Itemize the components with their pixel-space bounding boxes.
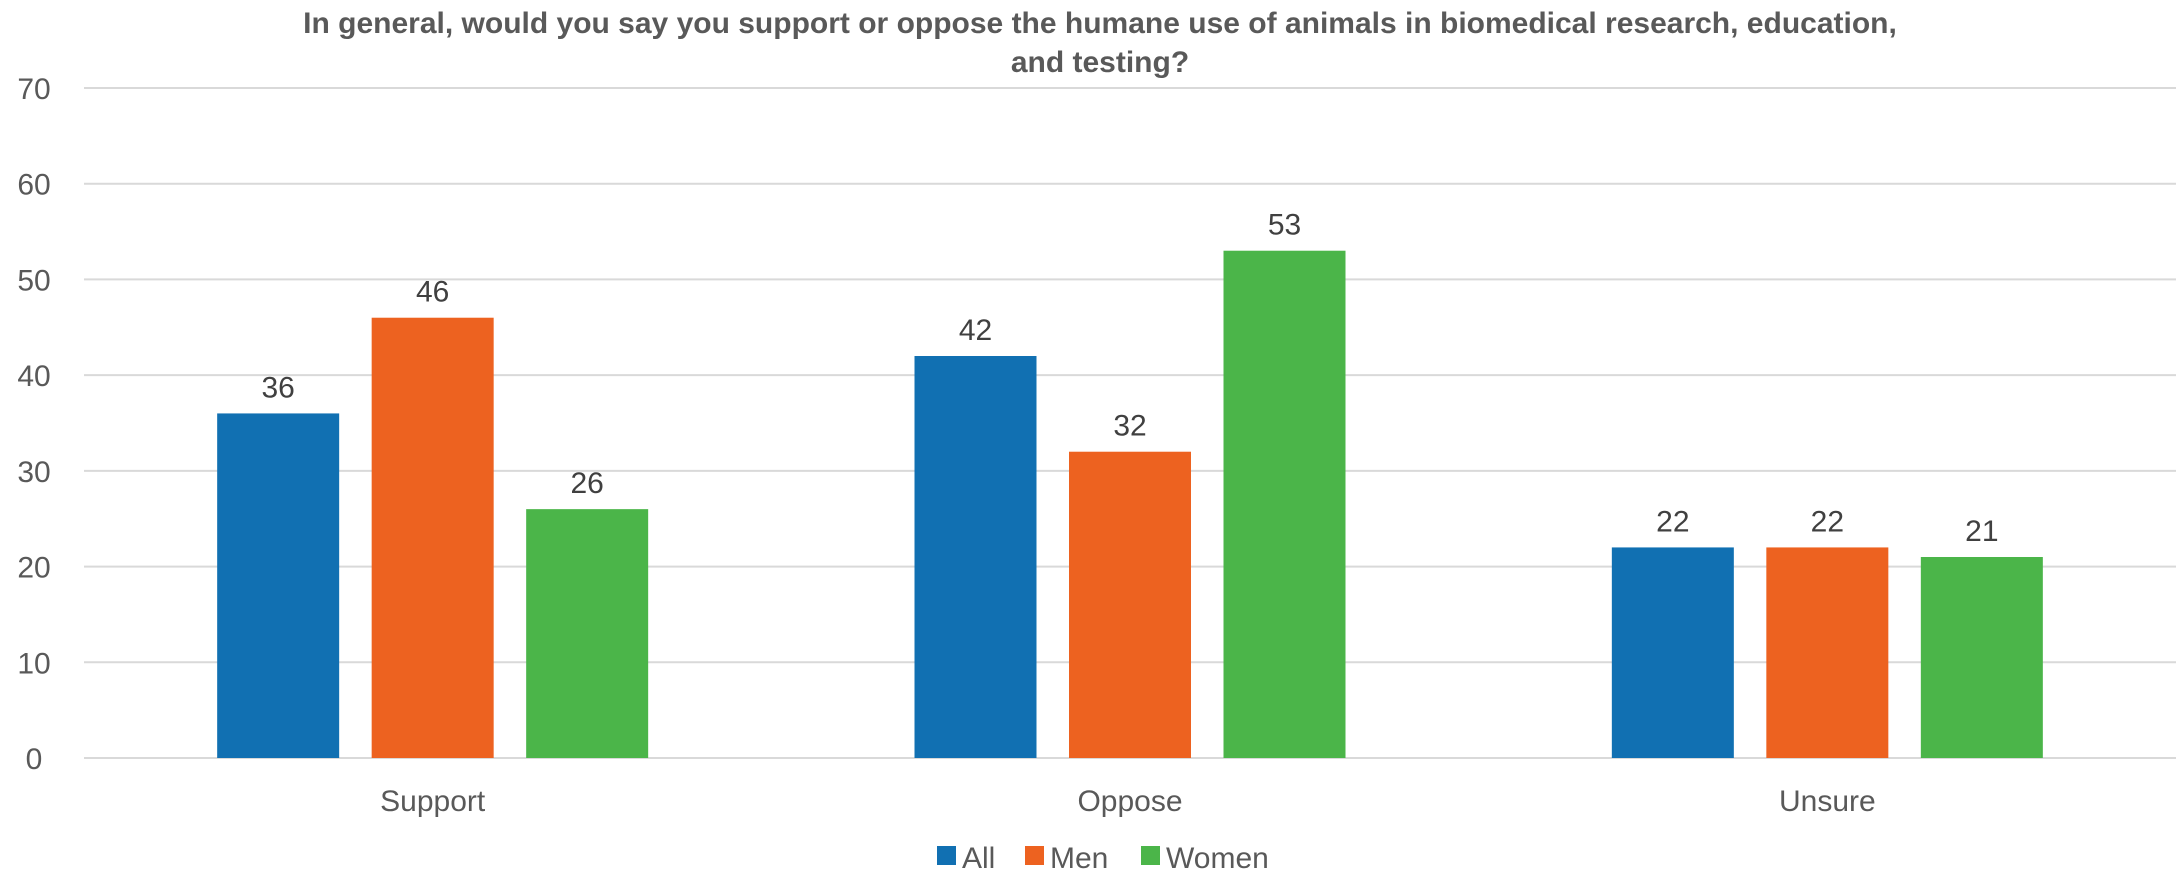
y-axis-ticks: 0 10 20 30 40 50 60 70	[17, 73, 50, 776]
bar-men-support	[371, 317, 494, 758]
legend-label-men: Men	[1050, 842, 1108, 873]
bar-women-support	[526, 509, 649, 758]
legend-swatch-women	[1141, 846, 1160, 865]
legend-label-women: Women	[1166, 842, 1269, 873]
y-tick-label: 40	[17, 360, 50, 393]
data-label: 36	[261, 371, 294, 404]
y-tick-label: 50	[17, 264, 50, 297]
x-category-label: Oppose	[1077, 785, 1182, 818]
chart-title: In general, would you say you support or…	[303, 7, 1897, 79]
legend: All Men Women	[937, 842, 1269, 873]
bar-all-support	[217, 413, 340, 758]
legend-swatch-all	[937, 846, 956, 865]
chart-title-line: and testing?	[1011, 46, 1189, 79]
chart-title-line: In general, would you say you support or…	[303, 7, 1897, 40]
data-label: 32	[1113, 410, 1146, 443]
bar-women-unsure	[1920, 557, 2043, 758]
data-label: 26	[570, 467, 603, 500]
legend-swatch-men	[1025, 846, 1044, 865]
data-label: 42	[959, 314, 992, 347]
legend-label-all: All	[962, 842, 995, 873]
x-axis-categories: Support Oppose Unsure	[380, 785, 1876, 818]
bars	[217, 250, 2043, 758]
data-labels: 36 46 26 42 32 53 22 22 21	[261, 209, 1998, 548]
data-label: 22	[1656, 505, 1689, 538]
x-category-label: Support	[380, 785, 486, 818]
y-tick-label: 0	[26, 743, 43, 776]
bar-men-oppose	[1069, 451, 1191, 758]
bar-men-unsure	[1766, 547, 1889, 758]
bar-women-oppose	[1223, 250, 1346, 758]
y-tick-label: 70	[17, 73, 50, 106]
y-tick-label: 30	[17, 456, 50, 489]
y-tick-label: 20	[17, 552, 50, 585]
data-label: 53	[1268, 209, 1301, 242]
bar-all-oppose	[914, 356, 1037, 758]
data-label: 22	[1811, 505, 1844, 538]
data-label: 46	[416, 276, 449, 309]
bar-all-unsure	[1611, 547, 1734, 758]
x-category-label: Unsure	[1779, 785, 1876, 818]
y-tick-label: 10	[17, 647, 50, 680]
y-tick-label: 60	[17, 169, 50, 202]
data-label: 21	[1965, 515, 1998, 548]
